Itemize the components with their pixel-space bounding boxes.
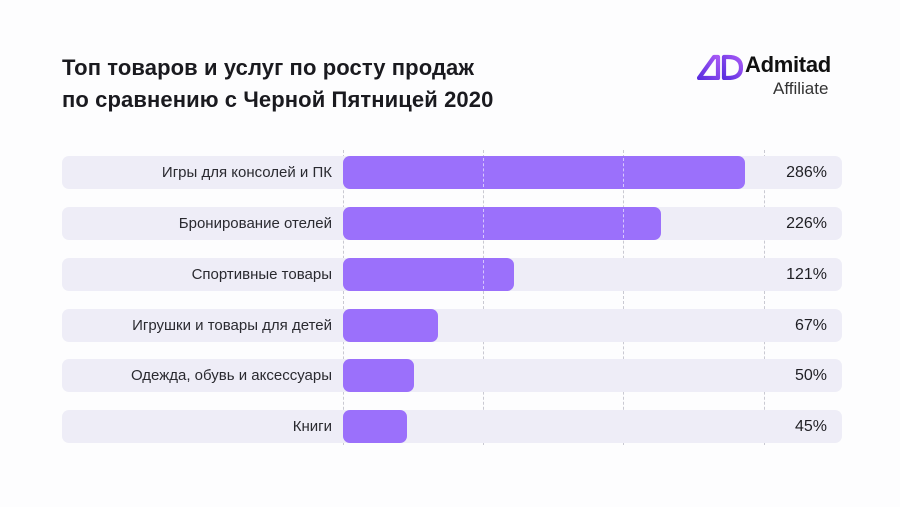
chart-title: Топ товаров и услуг по росту продаж по с… xyxy=(62,52,493,116)
gridline-overlay-100b xyxy=(483,209,484,238)
gridline-overlay-100 xyxy=(483,158,484,187)
row-background xyxy=(62,309,842,342)
bar-clothing xyxy=(343,359,414,392)
bar-toys xyxy=(343,309,438,342)
category-label: Книги xyxy=(292,418,332,435)
gridline-0 xyxy=(343,150,344,445)
bar-sports xyxy=(343,258,514,291)
logo-brand-text: Admitad xyxy=(745,52,831,77)
value-label: 67% xyxy=(794,317,827,334)
value-label: 45% xyxy=(794,418,827,435)
category-label: Одежда, обувь и аксессуары xyxy=(130,367,332,384)
category-label: Игры для консолей и ПК xyxy=(161,164,332,181)
gridline-100 xyxy=(483,150,484,445)
gridline-overlay-100c xyxy=(483,260,484,289)
gridline-overlay-200 xyxy=(623,158,624,187)
bar-games xyxy=(343,156,745,189)
value-label: 286% xyxy=(786,164,827,181)
value-label: 121% xyxy=(786,266,827,283)
gridline-200 xyxy=(623,150,624,445)
category-label: Игрушки и товары для детей xyxy=(132,317,332,334)
admitad-logo: Admitad Affiliate xyxy=(697,52,847,102)
category-label: Спортивные товары xyxy=(191,266,332,283)
value-label: 50% xyxy=(794,367,827,384)
title-line-2: по сравнению с Черной Пятницей 2020 xyxy=(62,87,494,112)
bar-books xyxy=(343,410,407,443)
admitad-ad-logo-icon xyxy=(697,54,743,80)
logo-sub-text: Affiliate xyxy=(773,79,829,98)
gridline-overlay-200b xyxy=(623,209,624,238)
value-label: 226% xyxy=(786,215,827,232)
title-line-1: Топ товаров и услуг по росту продаж xyxy=(62,55,475,80)
row-background xyxy=(62,359,842,392)
category-label: Бронирование отелей xyxy=(178,215,332,232)
row-background xyxy=(62,410,842,443)
bar-hotels xyxy=(343,207,661,240)
gridline-300 xyxy=(764,150,765,445)
